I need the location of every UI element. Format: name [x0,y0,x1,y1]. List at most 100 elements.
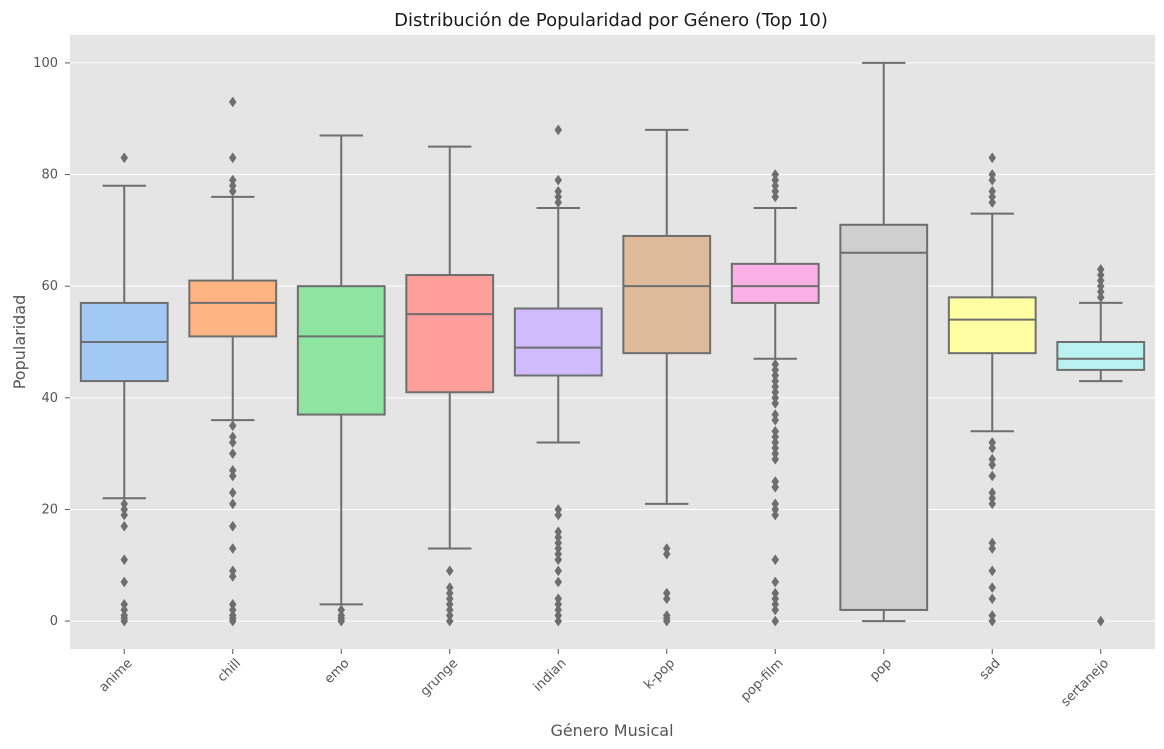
outlier-point [228,420,237,432]
box-emo [296,134,386,627]
outlier-point [1096,280,1105,292]
outlier-point [1096,264,1105,275]
iqr-box [947,296,1037,355]
box-pop-film [730,169,820,627]
outlier-point [771,453,780,465]
box-sad [947,152,1037,627]
x-axis-label: Género Musical [550,721,673,740]
box-anime [79,152,169,627]
iqr-box [622,234,712,355]
outlier-point [120,152,129,164]
iqr-box [1056,341,1146,371]
outlier-point [988,492,997,504]
x-tick-label: k-pop [642,656,679,693]
y-tick-label: 0 [50,614,58,629]
outlier-point [554,526,563,538]
outlier-point [228,543,237,554]
chart-title: Distribución de Popularidad por Género (… [394,10,828,31]
outlier-point [771,174,780,186]
outlier-point [120,604,129,616]
outlier-point [771,437,780,448]
outlier-point [1096,615,1105,627]
outlier-point [771,615,780,627]
outlier-point [771,504,780,515]
outlier-point [228,610,237,621]
outlier-point [554,576,563,588]
outlier-point [120,576,129,588]
y-axis-ticks: 0 20 40 60 80 100 [33,56,70,629]
outlier-point [771,392,780,404]
outlier-point [445,593,454,605]
outlier-point [228,437,237,448]
outlier-point [771,414,780,426]
y-tick-label: 40 [41,391,58,406]
x-tick-label: emo [322,656,353,687]
outlier-point [554,504,563,515]
outlier-point [771,386,780,398]
outlier-point [228,571,237,582]
outlier-point [554,531,563,543]
outlier-point [771,476,780,487]
outlier-point [228,498,237,510]
outlier-point [988,543,997,554]
x-tick-label: indian [531,656,570,695]
outlier-point [662,548,671,560]
outlier-point [771,180,780,192]
outlier-point [445,604,454,616]
outlier-point [228,487,237,499]
x-tick-label: grunge [418,656,461,699]
outlier-point [120,498,129,510]
outlier-point [228,604,237,616]
iqr-box [405,274,495,394]
x-axis-ticks: anime chill emo grunge indian k-pop pop-film po… [96,649,1112,710]
outlier-point [771,425,780,437]
outlier-point [988,453,997,465]
outlier-point [554,509,563,521]
outlier-point [228,470,237,482]
outlier-point [771,481,780,493]
outlier-point [988,593,997,605]
outlier-point [120,509,129,521]
x-tick-label: pop [867,656,895,684]
outlier-point [554,565,563,577]
outlier-point [771,358,780,370]
iqr-box [730,262,820,304]
outlier-point [1096,275,1105,287]
outlier-point [228,520,237,532]
outlier-point [662,543,671,554]
outlier-point [988,152,997,164]
outlier-point [337,610,346,621]
outlier-point [771,370,780,381]
outlier-point [445,615,454,627]
outlier-point [554,537,563,549]
box-pop [839,61,929,623]
outlier-point [120,610,129,621]
outlier-point [120,504,129,515]
outlier-point [554,174,563,186]
outlier-point [771,498,780,510]
outlier-point [228,448,237,460]
outlier-point [445,582,454,594]
box-k-pop [622,128,712,627]
outlier-point [445,598,454,610]
outlier-point [445,587,454,599]
outlier-point [554,124,563,136]
outlier-point [771,375,780,387]
outlier-point [988,191,997,203]
outlier-point [120,598,129,610]
outlier-point [771,598,780,610]
outlier-point [988,169,997,180]
outlier-point [988,537,997,549]
outlier-point [988,615,997,627]
outlier-point [554,554,563,566]
x-tick-label: anime [96,656,135,695]
outlier-point [988,470,997,482]
outlier-point [771,381,780,393]
outlier-point [771,604,780,616]
outlier-point [554,604,563,616]
outlier-point [228,174,237,186]
outlier-point [771,431,780,443]
outlier-point [988,459,997,471]
outlier-point [988,565,997,577]
outlier-point [120,554,129,566]
